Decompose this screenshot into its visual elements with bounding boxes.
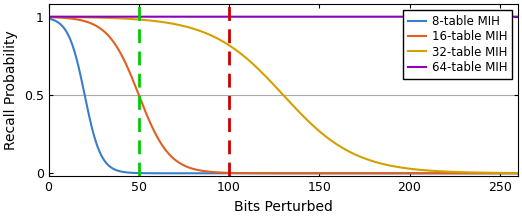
64-table MIH bbox=[69, 15, 76, 18]
16-table MIH bbox=[45, 16, 52, 19]
16-table MIH bbox=[515, 172, 521, 175]
X-axis label: Bits Perturbed: Bits Perturbed bbox=[234, 200, 333, 214]
64-table MIH bbox=[261, 15, 267, 18]
64-table MIH bbox=[274, 15, 280, 18]
32-table MIH bbox=[415, 168, 421, 171]
32-table MIH bbox=[515, 172, 521, 174]
Line: 32-table MIH: 32-table MIH bbox=[49, 17, 518, 173]
8-table MIH bbox=[261, 172, 267, 175]
8-table MIH bbox=[515, 172, 521, 175]
16-table MIH bbox=[501, 172, 507, 175]
16-table MIH bbox=[69, 17, 76, 20]
16-table MIH bbox=[274, 172, 280, 175]
8-table MIH bbox=[45, 17, 52, 20]
64-table MIH bbox=[515, 15, 521, 18]
64-table MIH bbox=[501, 15, 507, 18]
32-table MIH bbox=[261, 74, 267, 76]
8-table MIH bbox=[501, 172, 507, 175]
32-table MIH bbox=[501, 172, 507, 174]
16-table MIH bbox=[501, 172, 507, 175]
Y-axis label: Recall Probability: Recall Probability bbox=[4, 31, 18, 150]
32-table MIH bbox=[45, 16, 52, 18]
32-table MIH bbox=[501, 172, 507, 174]
8-table MIH bbox=[415, 172, 421, 175]
8-table MIH bbox=[501, 172, 507, 175]
32-table MIH bbox=[274, 87, 280, 89]
64-table MIH bbox=[415, 15, 421, 18]
Line: 16-table MIH: 16-table MIH bbox=[49, 17, 518, 173]
8-table MIH bbox=[69, 44, 76, 47]
8-table MIH bbox=[274, 172, 280, 175]
16-table MIH bbox=[415, 172, 421, 175]
Legend: 8-table MIH, 16-table MIH, 32-table MIH, 64-table MIH: 8-table MIH, 16-table MIH, 32-table MIH,… bbox=[404, 10, 512, 79]
Line: 8-table MIH: 8-table MIH bbox=[49, 19, 518, 173]
32-table MIH bbox=[69, 16, 76, 19]
64-table MIH bbox=[501, 15, 507, 18]
64-table MIH bbox=[45, 15, 52, 18]
16-table MIH bbox=[261, 172, 267, 175]
